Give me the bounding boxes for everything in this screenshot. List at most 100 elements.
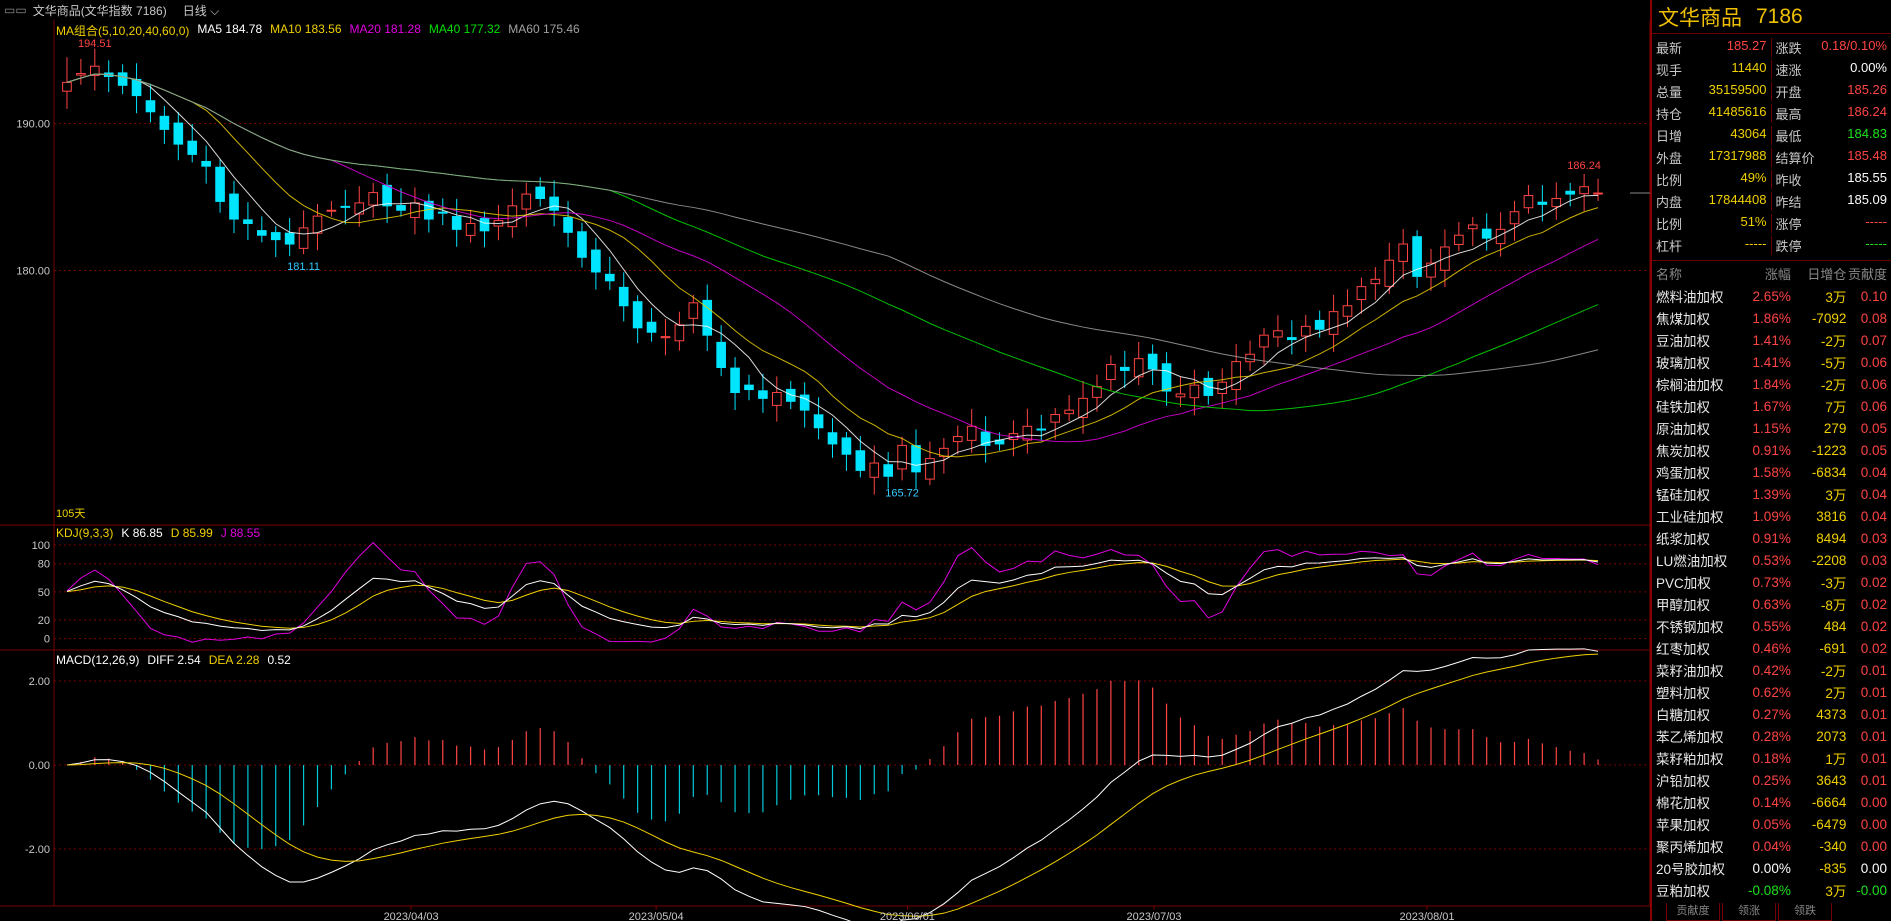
candle-body xyxy=(270,232,281,241)
quote-row: 外盘 17317988 结算价 185.48 xyxy=(1652,146,1891,168)
component-oi-change: -340 xyxy=(1819,838,1847,854)
candle-body xyxy=(1175,393,1186,398)
quote-cell: 比例 51% xyxy=(1652,213,1772,233)
component-row[interactable]: 菜籽粕加权 0.18% 1万 0.01 xyxy=(1652,747,1891,769)
component-row[interactable]: 纸浆加权 0.91% 8494 0.03 xyxy=(1652,527,1891,549)
component-row[interactable]: 豆粕加权 -0.08% 3万 -0.00 xyxy=(1652,879,1891,901)
macd-dea-line xyxy=(66,653,1599,917)
candle-body xyxy=(1189,384,1200,399)
component-row[interactable]: 硅铁加权 1.67% 7万 0.06 xyxy=(1652,395,1891,417)
candle-body xyxy=(465,222,476,236)
date-label: 2023/07/03 xyxy=(1126,911,1181,921)
component-name: 红枣加权 xyxy=(1656,642,1710,657)
component-row[interactable]: 沪铅加权 0.25% 3643 0.01 xyxy=(1652,769,1891,791)
candle-body xyxy=(451,216,462,230)
candle-body xyxy=(187,140,198,155)
chart-canvas[interactable]: 190.00 180.00 194.51 181.11 165.72 186.24 105天… xyxy=(0,20,1650,921)
component-change: 0.00% xyxy=(1752,860,1791,876)
component-row[interactable]: 20号胶加权 0.00% -835 0.00 xyxy=(1652,857,1891,879)
component-row[interactable]: 不锈钢加权 0.55% 484 0.02 xyxy=(1652,615,1891,637)
candle-body xyxy=(1551,197,1562,208)
component-row[interactable]: 红枣加权 0.46% -691 0.02 xyxy=(1652,637,1891,659)
component-row[interactable]: 棕榈油加权 1.84% -2万 0.06 xyxy=(1652,373,1891,395)
kdj-k-value: 86.85 xyxy=(132,526,163,540)
quote-table: 最新 185.27 涨跌 0.18/0.10% 现手 11440 速涨 0.00% 总量 3515… xyxy=(1652,34,1891,261)
col-name[interactable]: 名称 xyxy=(1656,266,1683,282)
component-row[interactable]: 玻璃加权 1.41% -5万 0.06 xyxy=(1652,351,1891,373)
component-name: 苹果加权 xyxy=(1656,818,1710,833)
tab-contribution[interactable]: 贡献度 xyxy=(1666,903,1720,921)
days-label: 105天 xyxy=(56,508,85,520)
component-row[interactable]: 甲醇加权 0.63% -8万 0.02 xyxy=(1652,593,1891,615)
component-row[interactable]: 苯乙烯加权 0.28% 2073 0.01 xyxy=(1652,725,1891,747)
ma-legend-items: MA5 184.78 MA10 183.56 MA20 181.28 MA40 177… xyxy=(197,22,579,39)
high-annotation: 194.51 xyxy=(78,38,112,50)
kdj-line xyxy=(66,557,1599,631)
col-oi-change[interactable]: 日增仓 xyxy=(1807,266,1847,282)
candle-body xyxy=(1300,325,1311,337)
component-name: 甲醇加权 xyxy=(1656,598,1710,613)
macd-diff: DIFF 2.54 xyxy=(147,653,201,667)
component-change: 0.27% xyxy=(1752,706,1791,722)
candle-body xyxy=(1161,363,1172,392)
component-name: 棉花加权 xyxy=(1656,796,1710,811)
component-oi-change: -2万 xyxy=(1820,334,1847,349)
kdj-tick-label: 100 xyxy=(32,540,50,552)
candle-body xyxy=(1509,211,1520,225)
quote-value: 0.18/0.10% xyxy=(1821,37,1887,53)
macd-title[interactable]: MACD(12,26,9) xyxy=(56,653,140,667)
component-row[interactable]: 焦煤加权 1.86% -7092 0.08 xyxy=(1652,307,1891,329)
component-row[interactable]: 塑料加权 0.62% 2万 0.01 xyxy=(1652,681,1891,703)
candle-body xyxy=(396,205,406,211)
candle-body xyxy=(618,286,629,307)
component-row[interactable]: 豆油加权 1.41% -2万 0.07 xyxy=(1652,329,1891,351)
candle-body xyxy=(980,431,991,446)
kline-chart-area[interactable]: 190.00 180.00 194.51 181.11 165.72 186.24 105天… xyxy=(0,20,1650,921)
candle-body xyxy=(939,447,949,458)
component-list: 燃料油加权 2.65% 3万 0.10 焦煤加权 1.86% -7092 0.08 豆油加权 1.… xyxy=(1652,285,1891,901)
candle-body xyxy=(312,215,323,234)
col-contribution[interactable]: 贡献度 xyxy=(1847,266,1887,282)
component-row[interactable]: 菜籽油加权 0.42% -2万 0.01 xyxy=(1652,659,1891,681)
quote-cell: 涨跌 0.18/0.10% xyxy=(1772,38,1891,57)
candle-body xyxy=(702,299,713,336)
component-row[interactable]: 白糖加权 0.27% 4373 0.01 xyxy=(1652,703,1891,725)
ma-legend-title[interactable]: MA组合(5,10,20,40,60,0) xyxy=(56,24,190,38)
component-row[interactable]: 棉花加权 0.14% -6664 0.00 xyxy=(1652,791,1891,813)
low-annotation: 181.11 xyxy=(287,261,320,273)
quote-cell: 现手 11440 xyxy=(1652,59,1772,79)
date-label: 2023/08/01 xyxy=(1399,911,1454,921)
component-change: 0.42% xyxy=(1752,662,1791,678)
kdj-legend: KDJ(9,3,3) K 86.85 D 85.99 J 88.55 xyxy=(56,526,260,540)
component-row[interactable]: 苹果加权 0.05% -6479 0.00 xyxy=(1652,813,1891,835)
component-row[interactable]: LU燃油加权 0.53% -2208 0.03 xyxy=(1652,549,1891,571)
component-change: 0.14% xyxy=(1752,794,1791,810)
quote-cell: 开盘 185.26 xyxy=(1772,82,1891,101)
period-dropdown[interactable]: 日线 ⌵ xyxy=(183,2,219,19)
component-row[interactable]: 焦炭加权 0.91% -1223 0.05 xyxy=(1652,439,1891,461)
period-label: 日线 xyxy=(182,3,207,18)
kdj-j: J 88.55 xyxy=(220,526,261,540)
candle-body xyxy=(1454,234,1464,245)
col-change[interactable]: 涨幅 xyxy=(1764,266,1791,282)
window-title: 文华商品(文华指数 7186) xyxy=(32,3,167,18)
quote-row: 现手 11440 速涨 0.00% xyxy=(1652,58,1891,80)
component-row[interactable]: 燃料油加权 2.65% 3万 0.10 xyxy=(1652,285,1891,307)
tab-leading-up[interactable]: 领涨 xyxy=(1722,903,1776,921)
component-row[interactable]: 工业硅加权 1.09% 3816 0.04 xyxy=(1652,505,1891,527)
candle-body xyxy=(131,78,142,97)
component-oi-change: 2万 xyxy=(1825,686,1847,701)
component-row[interactable]: 原油加权 1.15% 279 0.05 xyxy=(1652,417,1891,439)
component-oi-change: 2073 xyxy=(1816,728,1847,744)
instrument-name: 文华商品 xyxy=(1658,6,1742,30)
quote-cell: 跌停 ----- xyxy=(1772,236,1891,255)
component-row[interactable]: 锰硅加权 1.39% 3万 0.04 xyxy=(1652,483,1891,505)
component-row[interactable]: 鸡蛋加权 1.58% -6834 0.04 xyxy=(1652,461,1891,483)
component-name: 塑料加权 xyxy=(1656,686,1710,701)
quote-value: 185.09 xyxy=(1847,191,1887,207)
tab-leading-down[interactable]: 领跌 xyxy=(1778,903,1832,921)
kdj-title[interactable]: KDJ(9,3,3) xyxy=(56,526,114,540)
component-name: 硅铁加权 xyxy=(1656,400,1710,415)
component-row[interactable]: 聚丙烯加权 0.04% -340 0.00 xyxy=(1652,835,1891,857)
component-row[interactable]: PVC加权 0.73% -3万 0.02 xyxy=(1652,571,1891,593)
